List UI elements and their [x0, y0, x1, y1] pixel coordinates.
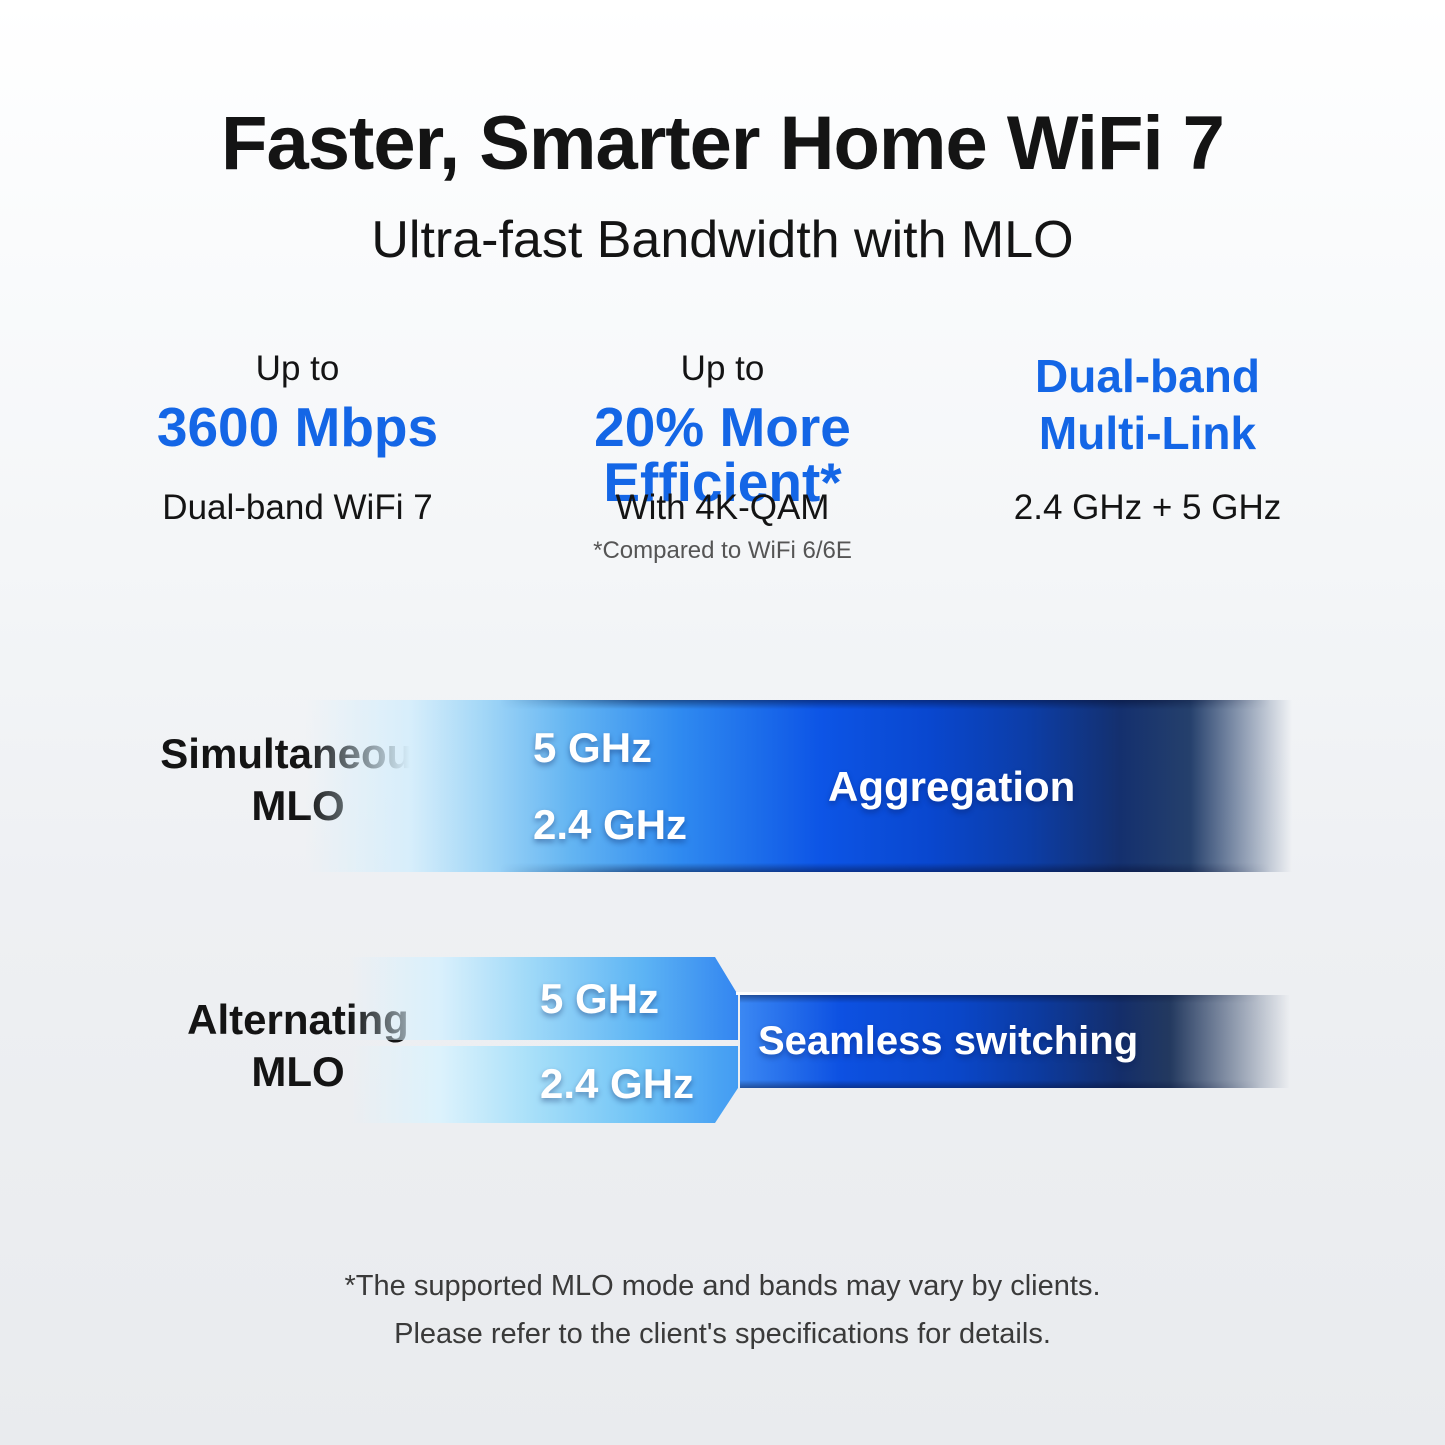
stat-value: 3600 Mbps: [156, 396, 439, 458]
aggregation-label: Aggregation: [828, 763, 1076, 810]
alternating-band-5ghz-label: 5 GHz: [540, 975, 660, 1022]
stat-value: 20% More Efficient*: [594, 396, 851, 513]
simultaneous-aggregation-bar: [0, 700, 1445, 872]
alternating-merged-bar: [736, 992, 1292, 1088]
alternating-band-5ghz-bar: [0, 957, 738, 1040]
stat-footnote: *Compared to WiFi 6/6E: [593, 537, 852, 564]
page-title: Faster, Smarter Home WiFi 7: [221, 101, 1225, 186]
stat-value: Dual-band Multi-Link: [1035, 350, 1260, 459]
footer-note-line2: Please refer to the client's specificati…: [394, 1318, 1051, 1350]
stat-speed: Up to 3600 Mbps Dual-band WiFi 7: [85, 351, 510, 586]
stat-prefix: Up to: [680, 349, 765, 388]
stats-row: Up to 3600 Mbps Dual-band WiFi 7 Up to 2…: [85, 350, 1360, 586]
footer-disclaimer: *The supported MLO mode and bands may va…: [0, 1262, 1445, 1358]
page-subtitle: Ultra-fast Bandwidth with MLO: [371, 211, 1074, 269]
stat-caption: Dual-band WiFi 7: [162, 488, 433, 527]
stat-multilink: Dual-band Multi-Link 2.4 GHz + 5 GHz: [935, 350, 1360, 586]
alternating-band-2-4ghz-label: 2.4 GHz: [540, 1060, 695, 1107]
simultaneous-band-5ghz-label: 5 GHz: [533, 724, 653, 771]
seamless-switching-label: Seamless switching: [758, 1019, 1139, 1063]
stat-efficiency: Up to 20% More Efficient* With 4K-QAM *C…: [510, 351, 935, 586]
footer-note-line1: *The supported MLO mode and bands may va…: [344, 1270, 1101, 1302]
stat-prefix: Up to: [255, 349, 340, 388]
simultaneous-band-2-4ghz-label: 2.4 GHz: [533, 801, 688, 848]
stat-caption: 2.4 GHz + 5 GHz: [1013, 488, 1282, 527]
stat-caption: With 4K-QAM: [615, 488, 830, 527]
alternating-band-2-4ghz-bar: [0, 1046, 738, 1123]
